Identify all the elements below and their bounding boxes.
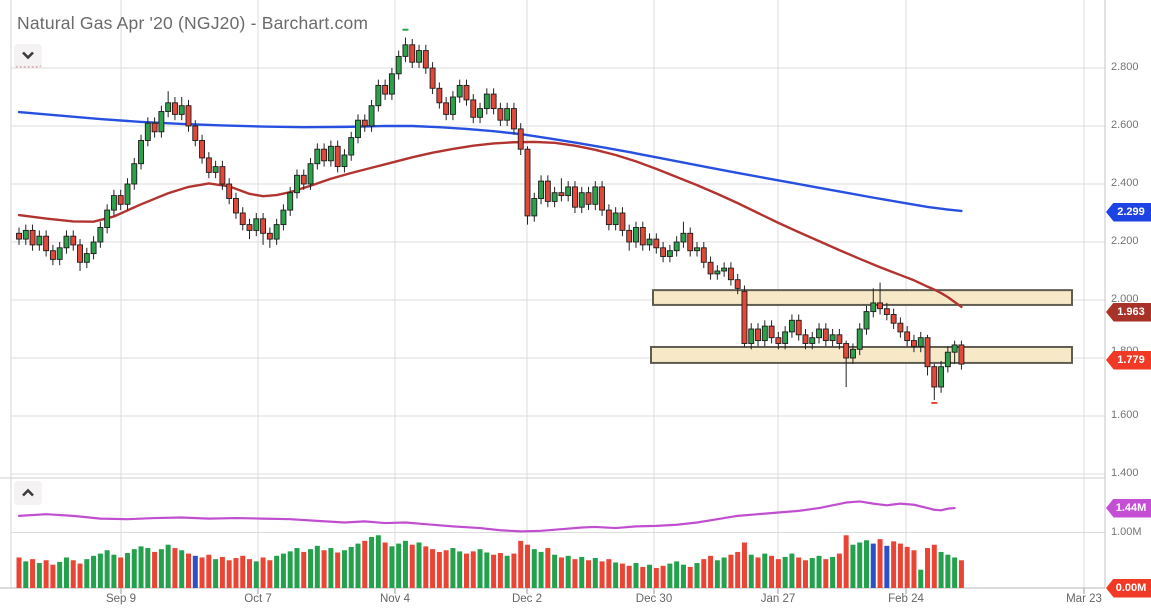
y-axis-label: 2.800 <box>1111 61 1139 73</box>
x-axis-label: Dec 30 <box>635 593 673 605</box>
x-axis-label: Nov 4 <box>379 593 411 605</box>
x-axis-label: Sep 9 <box>105 593 137 605</box>
x-axis-label: Jan 27 <box>760 593 796 605</box>
slow-ma-line <box>17 110 963 213</box>
extreme-markers <box>402 28 938 404</box>
volume-ma-line <box>17 500 956 533</box>
volume-ma-tag: 1.44M <box>1106 498 1151 518</box>
y-axis-label: 2.600 <box>1111 119 1139 131</box>
chevron-up-icon <box>21 488 35 498</box>
chevron-down-icon <box>21 50 35 60</box>
x-axis-label: Dec 2 <box>511 593 543 605</box>
volume-panel-collapse-button[interactable] <box>14 481 42 505</box>
y-axis-volume-label: 1.00M <box>1111 526 1142 538</box>
y-axis-label: 2.200 <box>1111 235 1139 247</box>
x-axis-label: Mar 23 <box>1066 593 1102 605</box>
x-axis-label: Oct 7 <box>244 593 272 605</box>
y-axis-label: 1.400 <box>1111 467 1139 479</box>
red-ma-price-tag: 1.963 <box>1106 302 1151 322</box>
blue-ma-price-tag: 2.299 <box>1106 202 1151 222</box>
y-axis-label: 2.400 <box>1111 177 1139 189</box>
candlestick-series <box>16 37 965 401</box>
chart-title: Natural Gas Apr '20 (NGJ20) - Barchart.c… <box>17 13 369 33</box>
last-volume-tag: 0.00M <box>1106 578 1151 598</box>
time-axis[interactable] <box>0 588 1151 610</box>
support-resistance-zones <box>650 289 1073 364</box>
y-axis-label: 1.600 <box>1111 409 1139 421</box>
y-axis-label: 2.000 <box>1111 293 1139 305</box>
last-price-tag: 1.779 <box>1106 350 1151 370</box>
resistance-zone <box>652 289 1073 306</box>
x-axis-label: Feb 24 <box>888 593 924 605</box>
symbol-dropdown-button[interactable] <box>14 44 42 68</box>
fast-ma-line <box>17 140 963 309</box>
volume-series <box>16 535 964 588</box>
